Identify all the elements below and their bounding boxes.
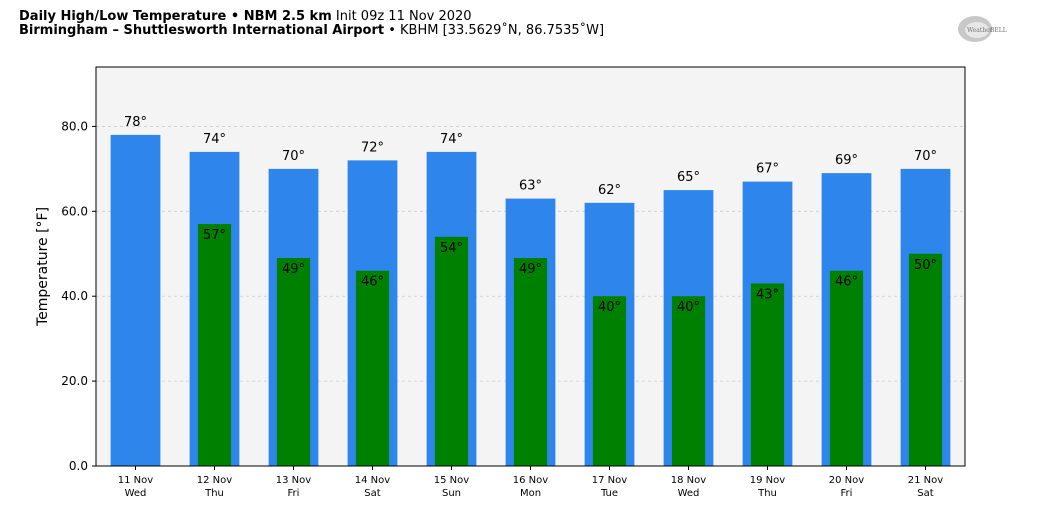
low-temp-bar <box>434 236 469 466</box>
high-temp-label: 69° <box>835 153 858 168</box>
low-temp-bar <box>592 296 627 466</box>
x-tick-weekday: Sun <box>442 488 461 499</box>
x-tick-date: 18 Nov <box>671 475 707 486</box>
high-temp-label: 63° <box>519 179 542 194</box>
x-tick-weekday: Fri <box>841 488 853 499</box>
x-tick-weekday: Mon <box>520 488 541 499</box>
y-tick-label: 0.0 <box>69 459 88 473</box>
logo-text-bell: BELL <box>990 27 1007 34</box>
high-temp-bar <box>110 134 161 466</box>
x-tick-date: 13 Nov <box>276 475 312 486</box>
x-tick-weekday: Wed <box>678 488 700 499</box>
logo-swoosh-inner <box>965 22 989 38</box>
low-temp-label: 57° <box>203 228 226 243</box>
x-tick-date: 15 Nov <box>434 475 470 486</box>
low-temp-label: 50° <box>914 258 937 273</box>
y-axis: 0.0 20.0 40.0 60.0 80.0 <box>61 119 96 473</box>
low-temp-label: 54° <box>440 241 463 256</box>
high-temp-label: 74° <box>203 132 226 147</box>
x-tick-weekday: Thu <box>757 488 777 499</box>
low-temp-bar <box>276 258 311 466</box>
x-tick-weekday: Thu <box>204 488 224 499</box>
y-axis-label: Temperature [°F] <box>35 207 51 327</box>
chart-title-line-1: Daily High/Low Temperature • NBM 2.5 km … <box>19 9 472 24</box>
low-temp-label: 49° <box>519 262 542 277</box>
high-temp-label: 72° <box>361 140 384 155</box>
init-time: Init 09z 11 Nov 2020 <box>335 9 472 24</box>
chart-title: Daily High/Low Temperature • NBM 2.5 km <box>19 9 332 24</box>
high-temp-label: 67° <box>756 162 779 177</box>
bars <box>110 134 951 467</box>
high-temp-label: 70° <box>914 149 937 164</box>
x-tick-date: 20 Nov <box>829 475 865 486</box>
y-tick-label: 60.0 <box>61 204 88 218</box>
x-tick-weekday: Sat <box>917 488 933 499</box>
y-tick-label: 80.0 <box>61 119 88 133</box>
data-labels: 78° 74° 70° 72° 74° 63° 62° 65° 67° 69° 70° 57° 49° 4… <box>124 115 937 315</box>
y-tick-label: 40.0 <box>61 289 88 303</box>
x-tick-date: 16 Nov <box>513 475 549 486</box>
low-temp-label: 40° <box>677 300 700 315</box>
low-temp-label: 49° <box>282 262 305 277</box>
station-coordinates: • KBHM [33.5629˚N, 86.7535˚W] <box>388 23 605 38</box>
weatherbell-logo: Weather BELL <box>958 16 1007 42</box>
high-temp-label: 78° <box>124 115 147 130</box>
low-temp-label: 40° <box>598 300 621 315</box>
low-temp-bar <box>829 270 864 466</box>
low-temp-bar <box>197 224 232 466</box>
x-tick-date: 12 Nov <box>197 475 233 486</box>
station-name: Birmingham – Shuttlesworth International… <box>19 23 385 38</box>
high-temp-label: 62° <box>598 183 621 198</box>
low-temp-bar <box>750 283 785 466</box>
y-tick-label: 20.0 <box>61 374 88 388</box>
high-temp-label: 65° <box>677 170 700 185</box>
logo-text-weather: Weather <box>967 27 993 34</box>
low-temp-bar <box>513 258 548 466</box>
x-tick-weekday: Fri <box>288 488 300 499</box>
x-tick-weekday: Sat <box>364 488 380 499</box>
x-tick-weekday: Wed <box>125 488 147 499</box>
high-temp-label: 74° <box>440 132 463 147</box>
low-temp-bar <box>908 253 943 466</box>
low-temp-label: 43° <box>756 287 779 302</box>
low-temp-bar <box>355 270 390 466</box>
x-axis: 11 Nov Wed 12 Nov Thu 13 Nov Fri 14 Nov Sat 15 N… <box>118 466 944 499</box>
x-tick-date: 19 Nov <box>750 475 786 486</box>
x-tick-weekday: Tue <box>600 488 618 499</box>
x-tick-date: 14 Nov <box>355 475 391 486</box>
low-temp-bar <box>671 296 706 466</box>
x-tick-date: 17 Nov <box>592 475 628 486</box>
low-temp-label: 46° <box>361 275 384 290</box>
low-temp-label: 46° <box>835 275 858 290</box>
chart-title-line-2: Birmingham – Shuttlesworth International… <box>19 23 604 38</box>
x-tick-date: 21 Nov <box>908 475 944 486</box>
x-tick-date: 11 Nov <box>118 475 154 486</box>
high-temp-label: 70° <box>282 149 305 164</box>
